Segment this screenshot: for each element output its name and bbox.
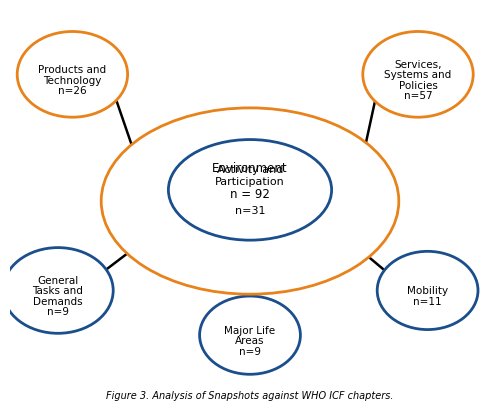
Text: Products and: Products and — [38, 65, 106, 75]
Circle shape — [200, 297, 300, 375]
Text: Policies: Policies — [398, 81, 438, 90]
Text: Demands: Demands — [33, 296, 83, 306]
Text: n=11: n=11 — [414, 296, 442, 306]
Text: Environment: Environment — [212, 161, 288, 175]
Ellipse shape — [101, 109, 399, 294]
Text: n = 92: n = 92 — [230, 188, 270, 201]
Ellipse shape — [168, 140, 332, 240]
Circle shape — [3, 248, 113, 334]
Circle shape — [17, 33, 128, 118]
Circle shape — [377, 252, 478, 330]
Text: n=9: n=9 — [47, 306, 69, 316]
Text: n=9: n=9 — [239, 346, 261, 356]
Text: n=57: n=57 — [404, 91, 432, 101]
Text: Figure 3. Analysis of Snapshots against WHO ICF chapters.: Figure 3. Analysis of Snapshots against … — [106, 390, 394, 400]
Text: Technology: Technology — [43, 76, 102, 85]
Circle shape — [363, 33, 473, 118]
Text: Major Life: Major Life — [224, 325, 276, 335]
Text: Tasks and: Tasks and — [32, 286, 84, 296]
Text: Activity and
Participation: Activity and Participation — [215, 164, 285, 187]
Text: General: General — [38, 275, 78, 285]
Text: n=26: n=26 — [58, 86, 86, 96]
Text: Services,: Services, — [394, 60, 442, 70]
Text: Systems and: Systems and — [384, 70, 452, 80]
Text: Areas: Areas — [236, 336, 265, 346]
Text: Mobility: Mobility — [407, 286, 448, 296]
Text: n=31: n=31 — [235, 206, 265, 216]
